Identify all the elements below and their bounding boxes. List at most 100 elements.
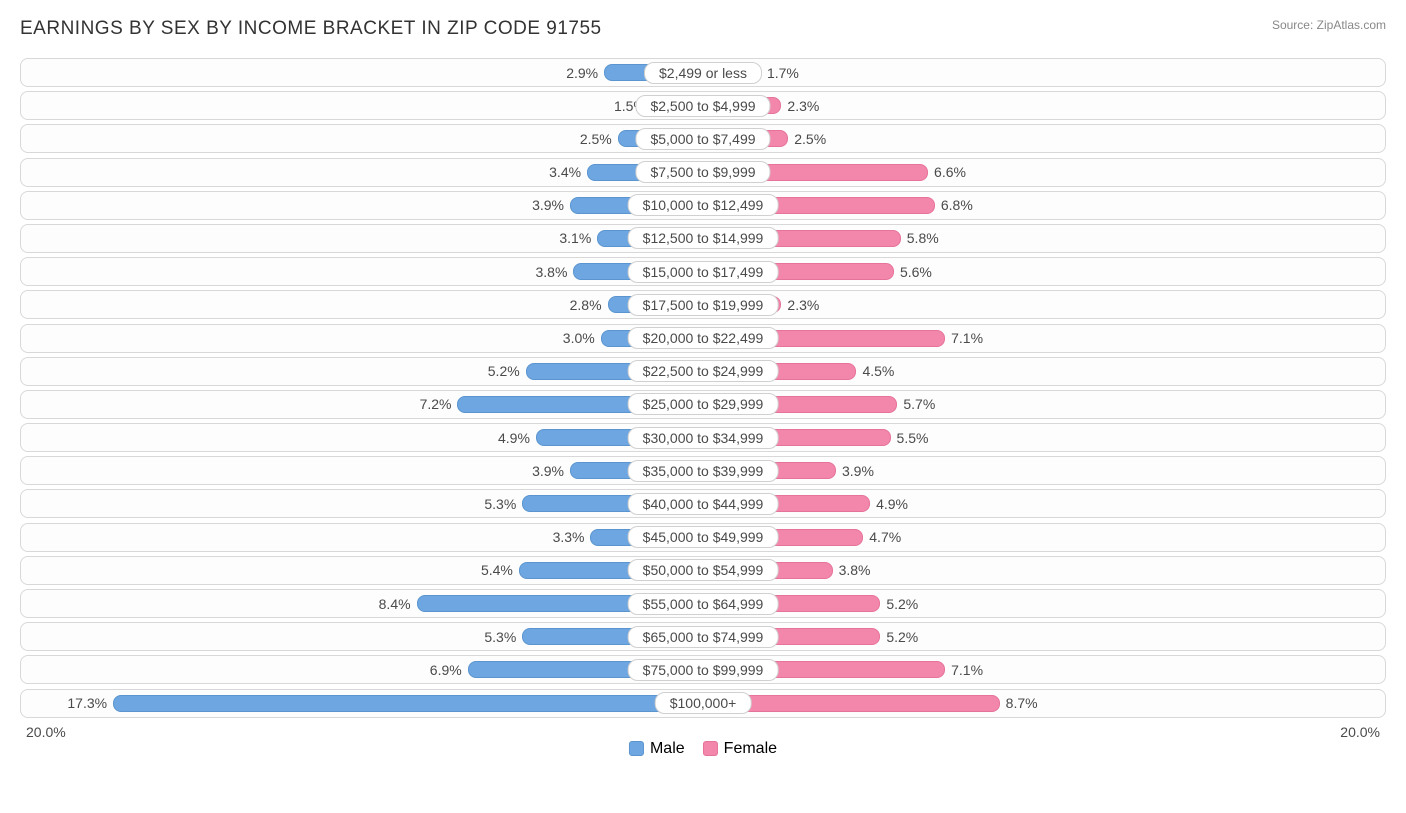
chart-row: 1.5% 2.3% $2,500 to $4,999 (20, 91, 1386, 120)
legend-item-female: Female (703, 740, 777, 758)
row-left: 3.9% (21, 192, 703, 219)
male-percent: 2.9% (560, 65, 604, 81)
legend-item-male: Male (629, 740, 685, 758)
female-percent: 5.5% (891, 430, 935, 446)
male-percent: 6.9% (424, 662, 468, 678)
chart-row: 2.9% 1.7%$2,499 or less (20, 58, 1386, 87)
male-percent: 3.1% (553, 230, 597, 246)
row-left: 7.2% (21, 391, 703, 418)
row-right: 7.1% (703, 325, 1385, 352)
row-left: 2.8% (21, 291, 703, 318)
chart-row: 2.8% 2.3%$17,500 to $19,999 (20, 290, 1386, 319)
male-percent: 8.4% (373, 596, 417, 612)
category-label: $100,000+ (655, 692, 752, 714)
row-right: 7.1% (703, 656, 1385, 683)
female-percent: 2.3% (781, 98, 825, 114)
male-percent: 3.3% (547, 529, 591, 545)
female-percent: 5.6% (894, 264, 938, 280)
male-bar (113, 695, 703, 712)
row-left: 8.4% (21, 590, 703, 617)
diverging-bar-chart: 2.9% 1.7%$2,499 or less 1.5% 2.3% $2,500 to … (20, 58, 1386, 718)
category-label: $12,500 to $14,999 (628, 227, 779, 249)
male-percent: 17.3% (61, 695, 113, 711)
category-label: $17,500 to $19,999 (628, 294, 779, 316)
chart-row: 3.1% 5.8%$12,500 to $14,999 (20, 224, 1386, 253)
male-percent: 2.8% (564, 297, 608, 313)
chart-row: 17.3% 8.7%$100,000+ (20, 689, 1386, 718)
chart-row: 3.9% 3.9% $35,000 to $39,999 (20, 456, 1386, 485)
male-percent: 3.9% (526, 463, 570, 479)
category-label: $40,000 to $44,999 (628, 493, 779, 515)
row-left: 3.4% (21, 159, 703, 186)
category-label: $75,000 to $99,999 (628, 659, 779, 681)
row-right: 4.9% (703, 490, 1385, 517)
male-percent: 5.3% (478, 496, 522, 512)
legend-male-label: Male (650, 740, 685, 758)
legend: Male Female (629, 740, 777, 758)
category-label: $50,000 to $54,999 (628, 559, 779, 581)
row-left: 3.0% (21, 325, 703, 352)
female-percent: 2.3% (781, 297, 825, 313)
male-percent: 5.2% (482, 363, 526, 379)
female-percent: 3.9% (836, 463, 880, 479)
female-percent: 1.7% (761, 65, 805, 81)
male-percent: 3.8% (530, 264, 574, 280)
row-right: 5.7% (703, 391, 1385, 418)
chart-row: 3.4% 6.6% $7,500 to $9,999 (20, 158, 1386, 187)
female-swatch-icon (703, 741, 718, 756)
category-label: $35,000 to $39,999 (628, 460, 779, 482)
category-label: $5,000 to $7,499 (635, 128, 770, 150)
female-percent: 4.9% (870, 496, 914, 512)
row-right: 5.2% (703, 623, 1385, 650)
row-right: 5.2% (703, 590, 1385, 617)
female-percent: 5.2% (880, 596, 924, 612)
row-right: 4.5% (703, 358, 1385, 385)
male-percent: 3.9% (526, 197, 570, 213)
category-label: $65,000 to $74,999 (628, 626, 779, 648)
chart-row: 8.4% 5.2% $55,000 to $64,999 (20, 589, 1386, 618)
row-right: 6.8% (703, 192, 1385, 219)
male-swatch-icon (629, 741, 644, 756)
row-left: 1.5% (21, 92, 703, 119)
female-percent: 4.5% (856, 363, 900, 379)
row-left: 3.3% (21, 524, 703, 551)
row-right: 4.7% (703, 524, 1385, 551)
category-label: $25,000 to $29,999 (628, 393, 779, 415)
legend-female-label: Female (724, 740, 777, 758)
row-right: 2.5% (703, 125, 1385, 152)
row-left: 2.9% (21, 59, 703, 86)
source-attribution: Source: ZipAtlas.com (1272, 18, 1386, 32)
chart-footer: 20.0% 20.0% Male Female (20, 724, 1386, 740)
axis-max-right: 20.0% (703, 724, 1386, 740)
female-percent: 5.2% (880, 629, 924, 645)
chart-row: 5.3% 4.9% $40,000 to $44,999 (20, 489, 1386, 518)
axis-max-left: 20.0% (20, 724, 703, 740)
row-right: 8.7% (703, 690, 1385, 717)
chart-row: 2.5%2.5%$5,000 to $7,499 (20, 124, 1386, 153)
row-right: 2.3% (703, 291, 1385, 318)
category-label: $2,500 to $4,999 (635, 95, 770, 117)
row-left: 5.4% (21, 557, 703, 584)
male-percent: 2.5% (574, 131, 618, 147)
chart-row: 4.9%5.5%$30,000 to $34,999 (20, 423, 1386, 452)
row-left: 6.9% (21, 656, 703, 683)
category-label: $2,499 or less (644, 62, 762, 84)
female-percent: 4.7% (863, 529, 907, 545)
row-left: 3.1% (21, 225, 703, 252)
chart-row: 6.9% 7.1%$75,000 to $99,999 (20, 655, 1386, 684)
row-left: 3.9% (21, 457, 703, 484)
category-label: $30,000 to $34,999 (628, 427, 779, 449)
header: EARNINGS BY SEX BY INCOME BRACKET IN ZIP… (20, 18, 1386, 40)
chart-row: 5.3%5.2%$65,000 to $74,999 (20, 622, 1386, 651)
row-right: 2.3% (703, 92, 1385, 119)
category-label: $55,000 to $64,999 (628, 593, 779, 615)
chart-row: 5.2%4.5%$22,500 to $24,999 (20, 357, 1386, 386)
female-percent: 6.6% (928, 164, 972, 180)
row-left: 5.3% (21, 490, 703, 517)
row-right: 5.8% (703, 225, 1385, 252)
row-right: 3.9% (703, 457, 1385, 484)
category-label: $7,500 to $9,999 (635, 161, 770, 183)
row-left: 17.3% (21, 690, 703, 717)
row-right: 6.6% (703, 159, 1385, 186)
category-label: $15,000 to $17,499 (628, 261, 779, 283)
